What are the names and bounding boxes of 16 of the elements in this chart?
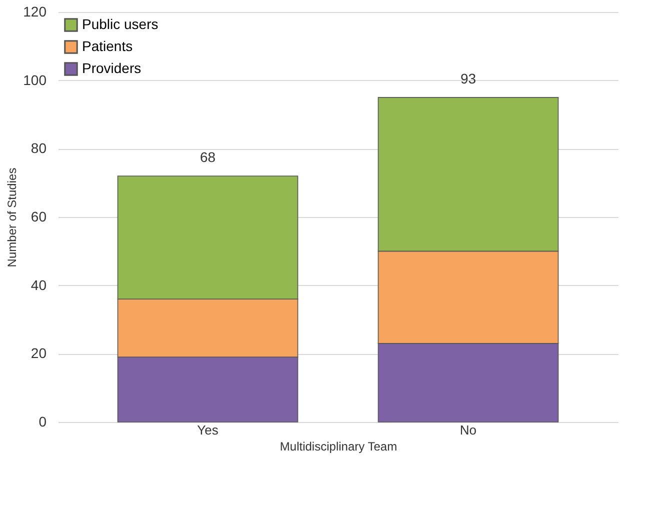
y-axis-title: Number of Studies [5, 168, 20, 268]
legend-label: Patients [82, 38, 133, 54]
x-axis-title: Multidisciplinary Team [280, 440, 398, 454]
x-tick-label: No [460, 422, 477, 438]
y-tick-label: 60 [30, 208, 47, 224]
annotation: 93 [460, 70, 476, 86]
x-tick-label: Yes [197, 422, 219, 438]
legend-label: Public users [82, 16, 158, 32]
y-tick-label: 120 [23, 4, 47, 20]
y-tick-label: 20 [30, 345, 47, 362]
y-tick-label: 80 [30, 140, 47, 156]
y-tick-label: 100 [23, 72, 47, 88]
y-tick-label: 40 [30, 276, 47, 293]
annotation: 68 [200, 149, 216, 165]
legend-label: Providers [82, 60, 142, 76]
y-tick-label: 0 [38, 414, 47, 430]
